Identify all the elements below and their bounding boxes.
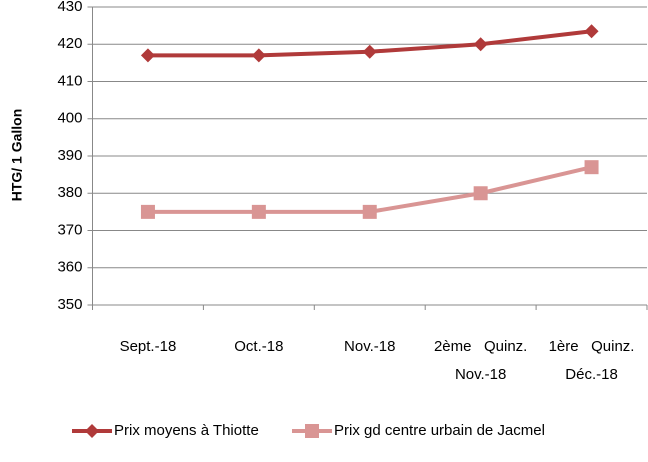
- legend-marker: [85, 424, 99, 438]
- x-tick-label: Sept.-18: [120, 338, 177, 355]
- data-point: [362, 204, 377, 219]
- data-point: [140, 204, 155, 219]
- x-tick-label-line: Nov.-18: [344, 338, 395, 355]
- data-point: [362, 44, 377, 59]
- data-point: [584, 160, 599, 175]
- y-tick-label: 430: [57, 0, 82, 15]
- y-tick-label: 400: [57, 110, 82, 127]
- x-tick-label-line: Sept.-18: [120, 338, 177, 355]
- data-point: [251, 204, 266, 219]
- data-point: [584, 24, 599, 39]
- y-tick-label: 350: [57, 296, 82, 313]
- data-point: [473, 37, 488, 52]
- x-tick-label: 2ème Quinz. Nov.-18: [434, 338, 527, 383]
- x-tick-label-line: Oct.-18: [234, 338, 283, 355]
- y-tick-label: 380: [57, 184, 82, 201]
- x-tick-label-line: 2ème Quinz.: [434, 338, 527, 355]
- legend-label: Prix moyens à Thiotte: [114, 422, 259, 439]
- data-point: [251, 48, 266, 63]
- legend-label: Prix gd centre urbain de Jacmel: [334, 422, 545, 439]
- x-tick-label-line: 1ère Quinz.: [549, 338, 635, 355]
- y-tick-label: 390: [57, 147, 82, 164]
- y-tick-label: 410: [57, 72, 82, 89]
- x-tick-label: 1ère Quinz. Déc.-18: [549, 338, 635, 383]
- y-axis-label: HTG/ 1 Gallon: [9, 109, 25, 202]
- x-tick-label: Nov.-18: [344, 338, 395, 355]
- y-tick-label: 360: [57, 259, 82, 276]
- legend-marker: [305, 424, 319, 438]
- x-tick-label-line: Nov.-18: [455, 366, 506, 383]
- x-tick-label-line: Déc.-18: [565, 366, 618, 383]
- x-tick-label: Oct.-18: [234, 338, 283, 355]
- data-point: [140, 48, 155, 63]
- data-point: [473, 186, 488, 201]
- y-tick-label: 370: [57, 221, 82, 238]
- y-tick-label: 420: [57, 35, 82, 52]
